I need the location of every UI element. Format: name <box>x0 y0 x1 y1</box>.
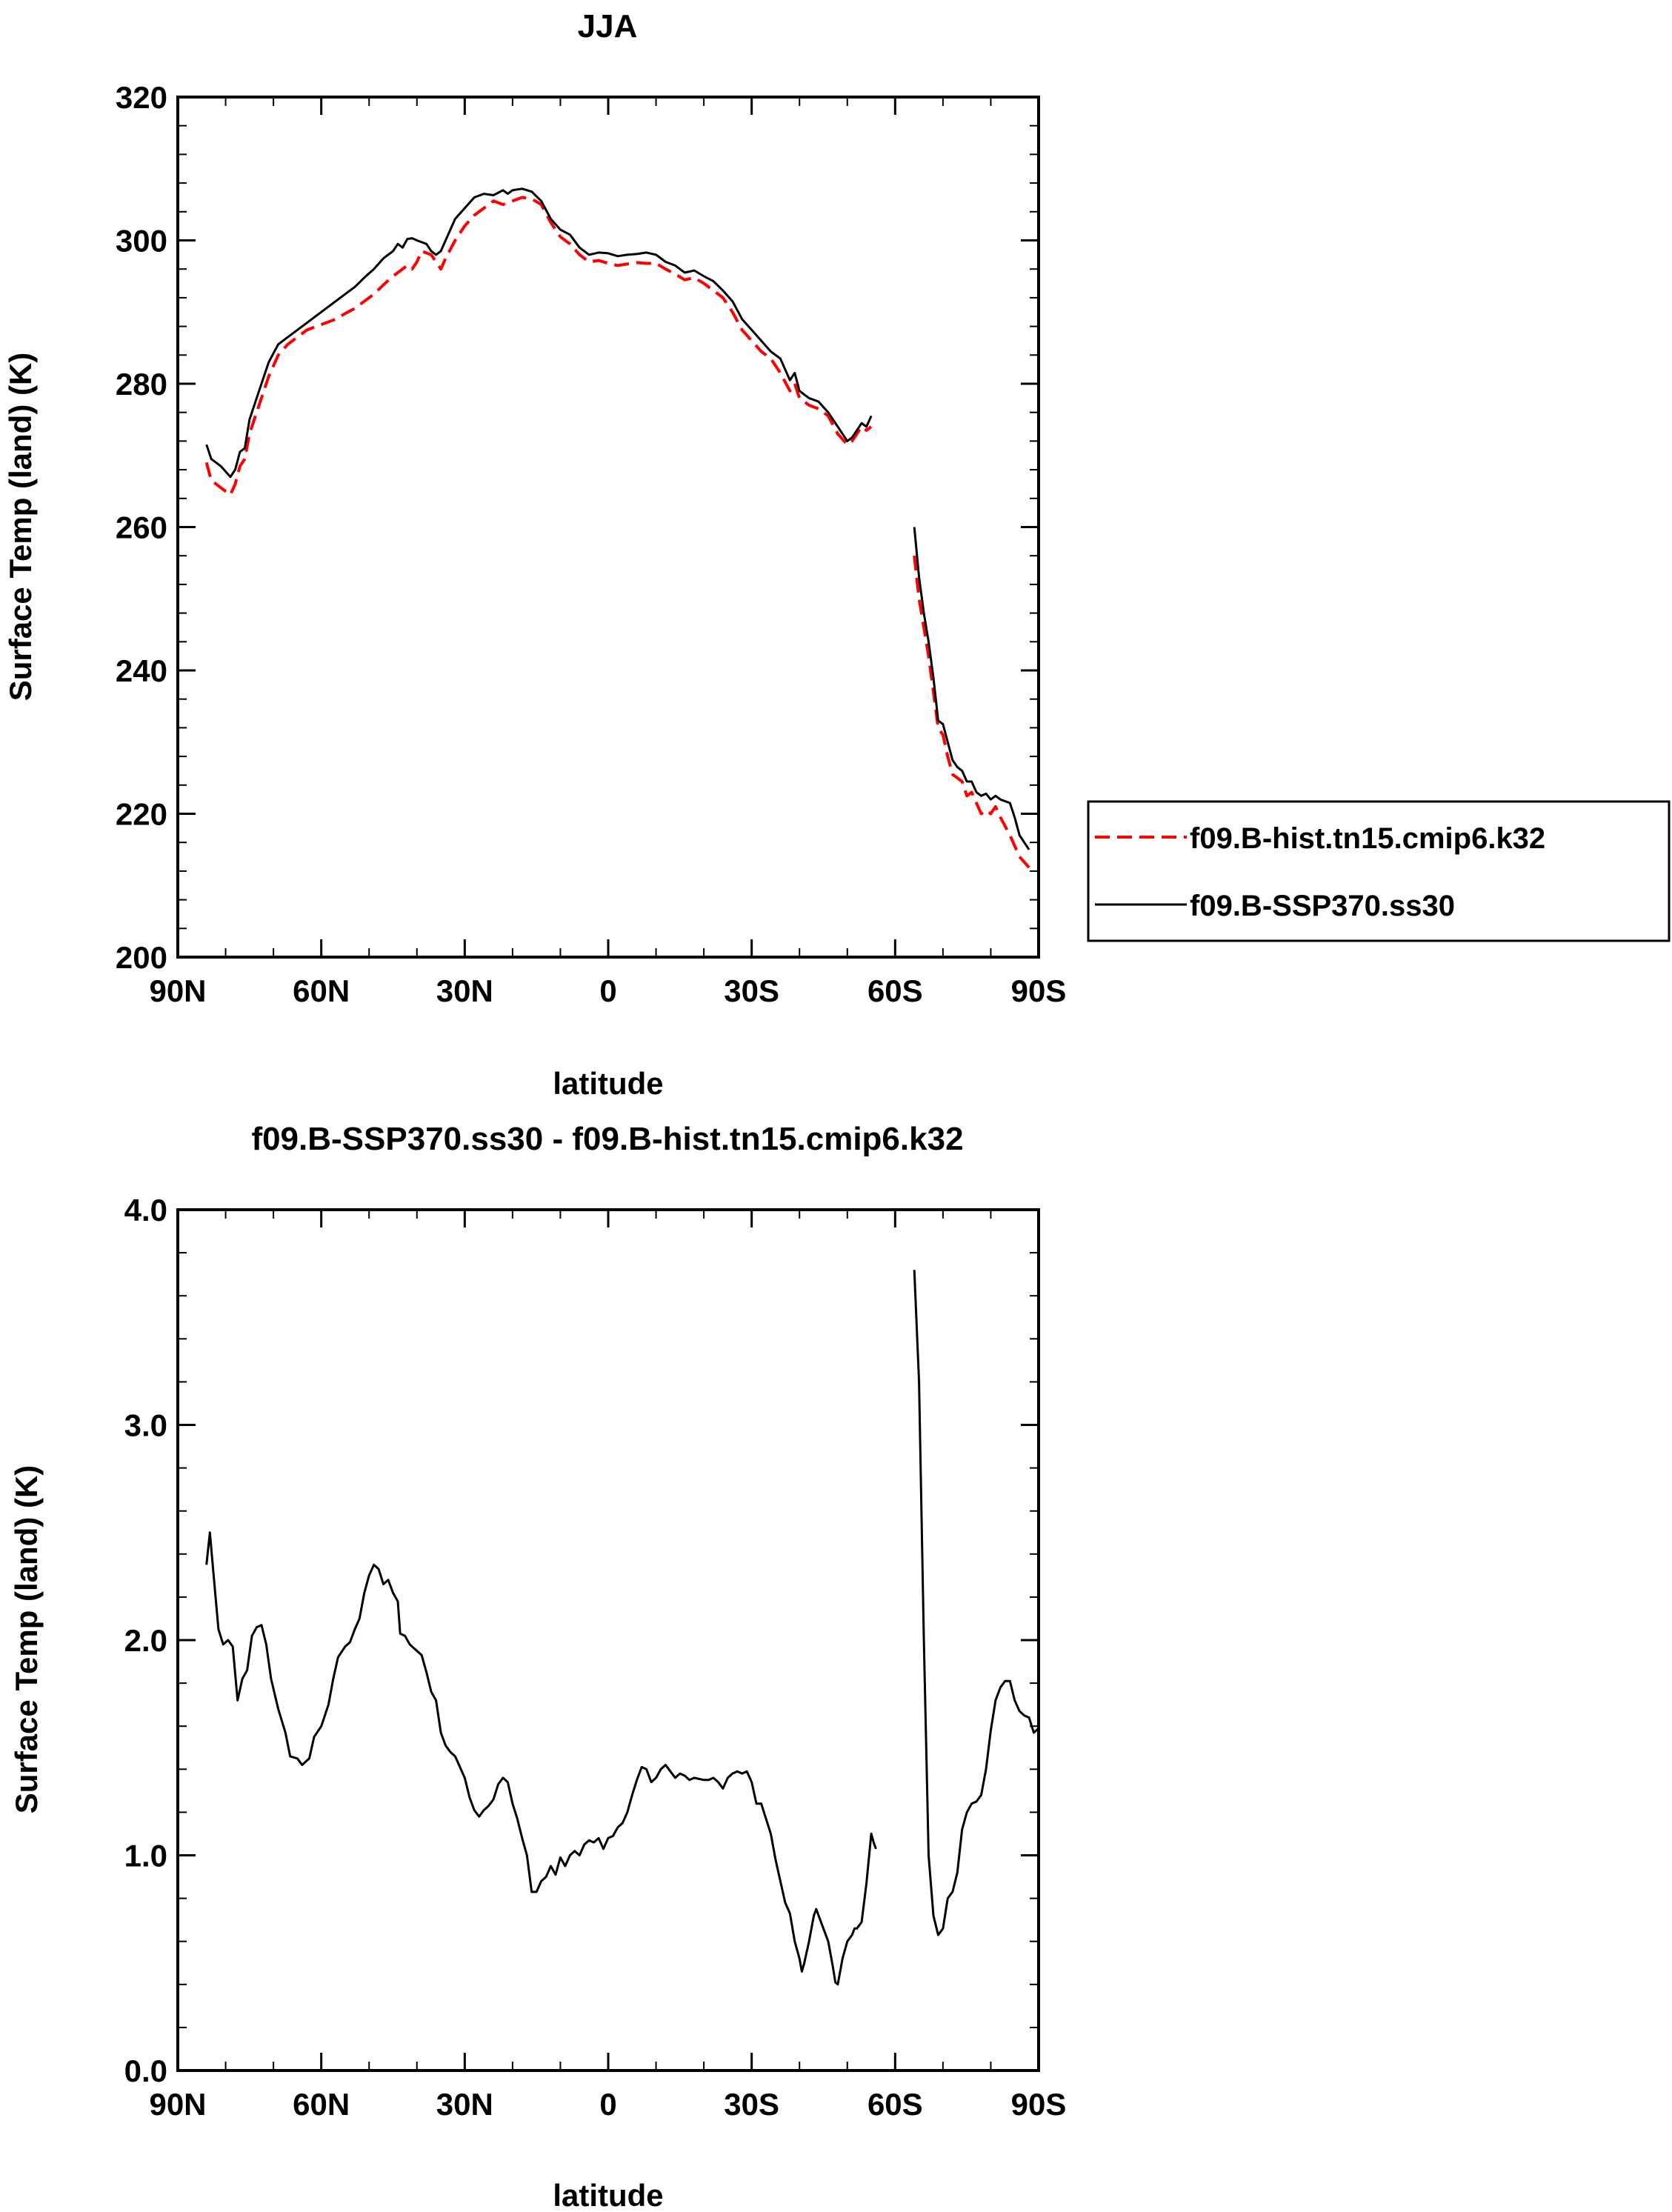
top-legend: f09.B-hist.tn15.cmip6.k32 f09.B-SSP370.s… <box>1087 800 1671 942</box>
top-plot-frame <box>176 96 1040 959</box>
top-y-tick-labels: 200 220 240 260 280 300 320 <box>116 80 167 975</box>
y-tick-label: 220 <box>116 797 167 832</box>
top-y-axis-label: Surface Temp (land) (K) <box>3 353 38 702</box>
legend-box <box>1087 800 1671 942</box>
top-x-tick-labels: 90N 60N 30N 0 30S 60S 90S <box>149 973 1066 1008</box>
y-tick-label: 0.0 <box>124 2053 167 2088</box>
x-tick-label: 30S <box>724 973 779 1008</box>
y-tick-label: 3.0 <box>124 1408 167 1443</box>
x-tick-label: 60N <box>293 973 350 1008</box>
y-tick-label: 280 <box>116 367 167 402</box>
x-tick-label: 90S <box>1011 973 1067 1008</box>
series-line-2-segment-2 <box>913 527 1030 850</box>
bottom-chart-title: f09.B-SSP370.ss30 - f09.B-hist.tn15.cmip… <box>251 1121 963 1157</box>
bottom-y-tick-labels: 0.0 1.0 2.0 3.0 4.0 <box>124 1193 167 2088</box>
x-tick-label: 0 <box>599 973 616 1008</box>
x-tick-label: 90N <box>149 973 206 1008</box>
y-tick-label: 260 <box>116 510 167 545</box>
bottom-axis-ticks <box>176 1208 1040 2072</box>
x-tick-label: 90N <box>149 2087 206 2122</box>
top-panel: JJA 200 220 240 260 280 300 320 90N 60N 30N 0 30S 6… <box>3 8 1671 1101</box>
series-line-1-segment-1 <box>204 196 873 496</box>
bottom-x-axis-label: latitude <box>553 2178 663 2212</box>
y-tick-label: 320 <box>116 80 167 115</box>
bottom-x-tick-labels: 90N 60N 30N 0 30S 60S 90S <box>149 2087 1066 2122</box>
x-tick-label: 60S <box>867 2087 923 2122</box>
y-tick-label: 240 <box>116 653 167 688</box>
top-chart-title: JJA <box>578 8 638 44</box>
bottom-y-axis-label: Surface Temp (land) (K) <box>9 1465 44 1814</box>
bottom-series-lines <box>205 1270 1039 1986</box>
y-tick-label: 1.0 <box>124 1839 167 1873</box>
top-x-axis-label: latitude <box>553 1066 663 1101</box>
x-tick-label: 90S <box>1011 2087 1067 2122</box>
x-tick-label: 30N <box>436 973 493 1008</box>
y-tick-label: 300 <box>116 224 167 259</box>
x-tick-label: 60N <box>293 2087 350 2122</box>
y-tick-label: 200 <box>116 940 167 975</box>
top-series-lines <box>204 187 1030 869</box>
x-tick-label: 0 <box>599 2087 616 2122</box>
x-tick-label: 30S <box>724 2087 779 2122</box>
series-line-1-segment-2 <box>913 555 1030 869</box>
legend-ssp370-label: f09.B-SSP370.ss30 <box>1190 890 1455 922</box>
x-tick-label: 30N <box>436 2087 493 2122</box>
series-line-2-segment-1 <box>205 187 873 479</box>
bottom-plot-frame <box>176 1208 1040 2072</box>
top-axis-ticks <box>176 96 1040 959</box>
x-tick-label: 60S <box>867 973 923 1008</box>
series-line-1-segment-2 <box>913 1270 1039 1936</box>
legend-hist-label: f09.B-hist.tn15.cmip6.k32 <box>1190 822 1545 855</box>
y-tick-label: 2.0 <box>124 1623 167 1658</box>
bottom-panel: f09.B-SSP370.ss30 - f09.B-hist.tn15.cmip… <box>9 1121 1066 2212</box>
y-tick-label: 4.0 <box>124 1193 167 1227</box>
series-line-1-segment-1 <box>205 1531 877 1986</box>
